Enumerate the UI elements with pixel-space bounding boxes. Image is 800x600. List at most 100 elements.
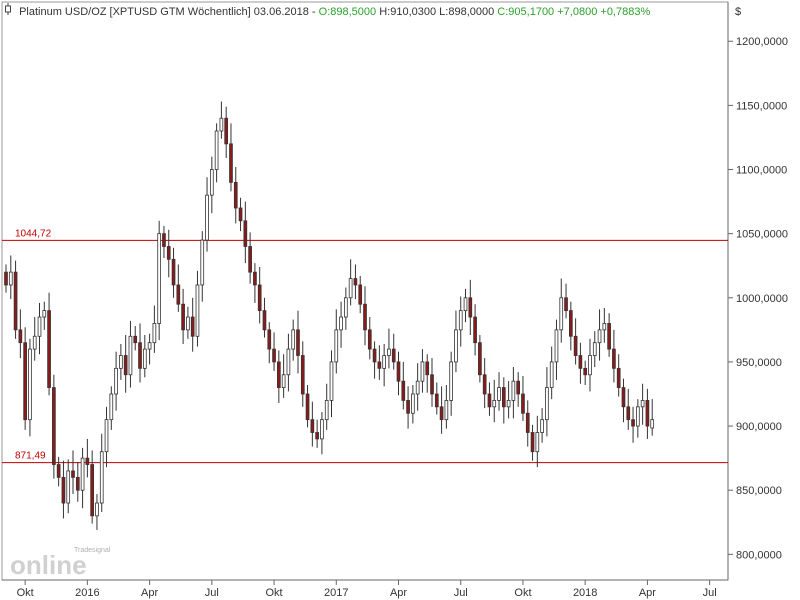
candle — [415, 363, 420, 411]
candle — [305, 385, 310, 428]
candle-body — [171, 258, 176, 286]
candle — [142, 334, 147, 378]
y-tick-label: 1100,0000 — [736, 165, 787, 177]
candle-body — [631, 419, 635, 427]
candle-body — [324, 400, 329, 421]
candle-body — [23, 342, 27, 421]
candle-icon — [4, 3, 12, 18]
candle-body — [358, 284, 363, 305]
candle — [535, 415, 540, 468]
candle-body — [478, 342, 482, 376]
candle — [262, 297, 267, 338]
candle — [8, 255, 13, 300]
candle — [37, 302, 42, 355]
candle — [238, 197, 243, 232]
candle-body — [588, 355, 592, 376]
candle — [478, 334, 482, 383]
candle — [209, 156, 214, 214]
candle — [320, 411, 324, 455]
candle-body — [339, 316, 343, 331]
candle — [554, 319, 559, 380]
candle-body — [487, 393, 492, 408]
candle-body — [454, 329, 458, 363]
candle — [315, 419, 319, 448]
candle-body — [75, 476, 80, 491]
candle-body — [176, 284, 181, 305]
candle — [468, 279, 473, 335]
candle-body — [281, 374, 286, 388]
candle — [219, 101, 224, 139]
candle — [473, 304, 477, 356]
candle — [166, 229, 171, 278]
candle-body — [363, 303, 367, 331]
candle-body — [573, 335, 578, 356]
candle — [13, 260, 18, 339]
candle — [162, 225, 166, 259]
candle — [444, 385, 449, 429]
candle-body — [99, 451, 104, 504]
candle-body — [401, 380, 406, 401]
candle-body — [52, 387, 56, 465]
candle-body — [320, 419, 324, 440]
candle-body — [645, 400, 650, 427]
candle-body — [128, 335, 133, 376]
candle — [597, 309, 602, 361]
candle-body — [47, 310, 51, 388]
candle — [334, 309, 339, 374]
candle — [99, 433, 104, 513]
candle-body — [152, 323, 157, 344]
candle-body — [277, 361, 281, 388]
candle — [56, 456, 61, 487]
currency-label: $ — [735, 6, 741, 18]
candle — [90, 450, 94, 524]
candle — [52, 374, 56, 479]
candle-body — [262, 310, 267, 331]
candle — [501, 377, 506, 424]
candle-body — [267, 329, 272, 350]
candle-body — [434, 393, 439, 408]
candle-body — [224, 117, 229, 145]
candle-body — [181, 303, 185, 331]
candle — [434, 382, 439, 415]
open-value: O:898,5000 — [318, 6, 377, 18]
candle — [286, 333, 291, 392]
candle-body — [195, 284, 200, 337]
candle-body — [473, 316, 477, 344]
candle-body — [396, 361, 401, 382]
candle-body — [463, 297, 468, 312]
candle-body — [147, 342, 152, 350]
candle — [348, 259, 353, 306]
candle — [296, 310, 300, 374]
candle-body — [348, 278, 353, 299]
candle — [387, 328, 391, 369]
candle — [42, 301, 47, 330]
candle-body — [8, 271, 13, 286]
candle — [521, 376, 525, 421]
candle — [396, 351, 401, 396]
candle — [631, 406, 635, 443]
candle-body — [387, 348, 391, 356]
candle-body — [449, 361, 453, 401]
candle-body — [142, 348, 147, 369]
candle-body — [42, 310, 47, 318]
candle-body — [229, 143, 233, 183]
tradesignal-logo: Tradesignal online — [8, 540, 118, 580]
candle — [32, 317, 37, 361]
candle — [344, 287, 348, 330]
candle-body — [482, 374, 487, 395]
candle — [458, 296, 463, 347]
x-tick-label: Apr — [141, 587, 158, 599]
candle — [497, 372, 501, 411]
candle-body — [521, 393, 525, 414]
candle-body — [272, 348, 276, 363]
candle — [310, 401, 315, 447]
candle — [66, 459, 71, 514]
candle-body — [420, 361, 425, 382]
level-label: 871,49 — [15, 451, 46, 462]
candle — [463, 288, 468, 323]
close-value: C:905,1700 — [497, 6, 555, 18]
candle-body — [549, 361, 554, 388]
candle — [607, 313, 611, 357]
candle-body — [114, 367, 118, 395]
